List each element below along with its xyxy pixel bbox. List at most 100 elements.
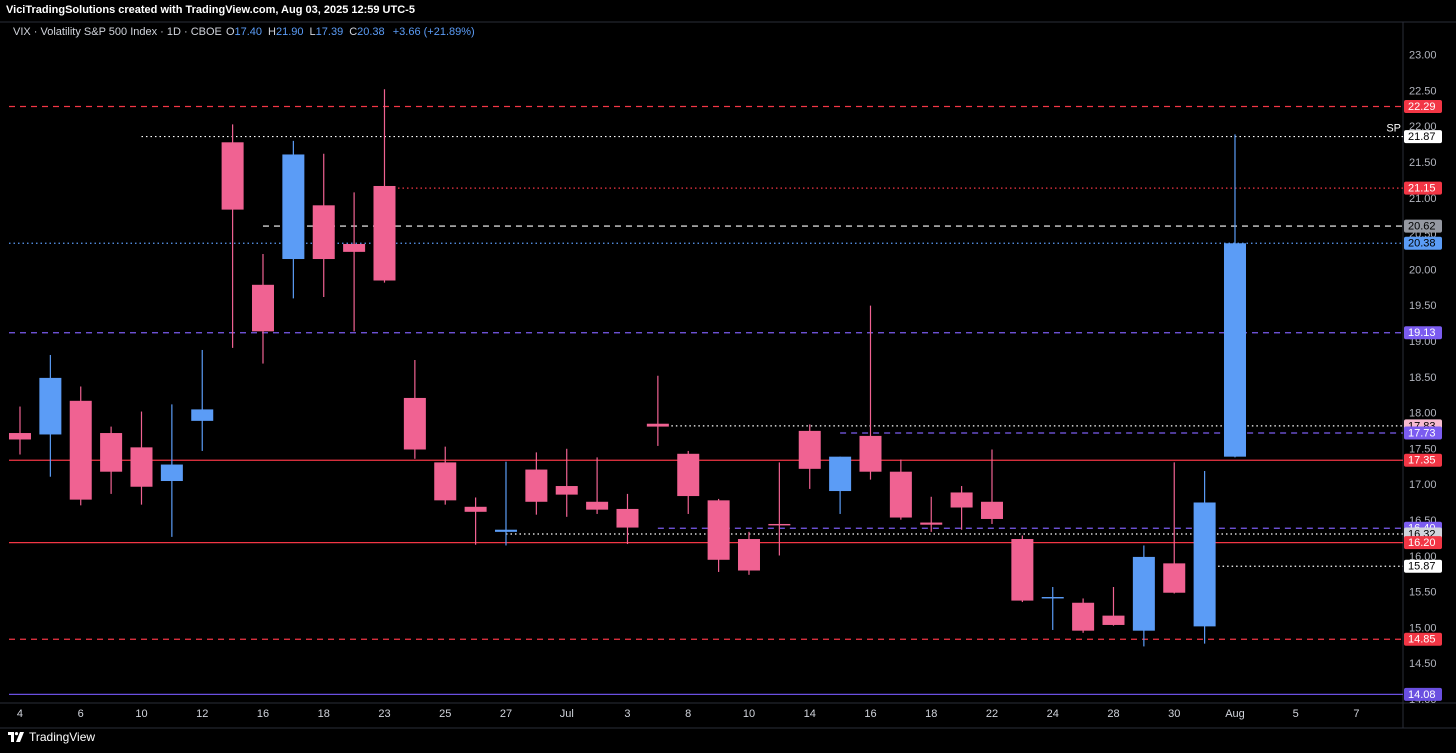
- candle-body: [434, 462, 457, 501]
- candle-body: [403, 397, 426, 450]
- price-label-bg: [1404, 130, 1442, 144]
- price-label-bg: [1404, 536, 1442, 550]
- price-label-bg: [1404, 559, 1442, 573]
- x-tick-label: 27: [500, 708, 512, 720]
- x-tick-label: 4: [17, 708, 23, 720]
- candle-body: [1132, 556, 1155, 631]
- x-tick-label: 25: [439, 708, 451, 720]
- footer: TradingView: [8, 730, 95, 744]
- y-tick-label: 14.50: [1409, 658, 1437, 670]
- legend-value: 17.39: [315, 26, 344, 38]
- change: +3.66 (+21.89%): [392, 26, 475, 38]
- x-tick-label: 5: [1293, 708, 1299, 720]
- level-note: SP: [1386, 122, 1401, 134]
- candle-body: [950, 492, 973, 508]
- candle-body: [1223, 243, 1246, 457]
- y-tick-label: 19.50: [1409, 300, 1437, 312]
- levels: [9, 105, 1403, 696]
- legend-key: L: [309, 26, 316, 38]
- price-label-bg: [1404, 453, 1442, 467]
- candle-body: [494, 529, 517, 532]
- legend-value: 17.40: [234, 26, 263, 38]
- candle-body: [677, 453, 700, 497]
- top-bar-text: ViciTradingSolutions created with Tradin…: [6, 4, 415, 16]
- candle-body: [221, 142, 244, 210]
- brand: TradingView: [29, 730, 96, 744]
- price-label: 22.29: [1408, 101, 1436, 113]
- candle-body: [980, 501, 1003, 519]
- candle-body: [1193, 502, 1216, 627]
- candle-body: [100, 433, 123, 472]
- legend-key: C: [349, 26, 358, 38]
- x-tick-label: Jul: [560, 708, 574, 720]
- candle-body: [130, 447, 153, 487]
- price-label-bg: [1404, 99, 1442, 113]
- price-label: 21.87: [1408, 131, 1436, 143]
- candle-body: [646, 423, 669, 427]
- candle-body: [373, 185, 396, 281]
- candle-body: [616, 508, 639, 528]
- y-tick-label: 17.50: [1409, 443, 1437, 455]
- y-tick-label: 23.00: [1409, 50, 1437, 62]
- x-tick-label: 14: [804, 708, 816, 720]
- x-tick-label: Aug: [1225, 708, 1245, 720]
- price-label-bg: [1404, 687, 1442, 701]
- legend: VIX · Volatility S&P 500 Index · 1D · CB…: [13, 26, 480, 38]
- price-label-bg: [1404, 219, 1442, 233]
- candle-body: [829, 456, 852, 492]
- y-tick-label: 20.00: [1409, 264, 1437, 276]
- x-tick-label: 10: [135, 708, 147, 720]
- candles: [8, 89, 1246, 647]
- price-label: 21.15: [1408, 183, 1436, 195]
- x-tick-label: 18: [318, 708, 330, 720]
- candle-body: [160, 464, 183, 482]
- price-label: 17.35: [1408, 455, 1436, 467]
- candle-body: [1072, 602, 1095, 631]
- x-tick-label: 28: [1107, 708, 1119, 720]
- price-label: 15.87: [1408, 561, 1436, 573]
- x-tick-label: 30: [1168, 708, 1180, 720]
- y-tick-label: 21.50: [1409, 157, 1437, 169]
- price-label: 17.73: [1408, 427, 1436, 439]
- legend-key: H: [268, 26, 276, 38]
- candle-body: [312, 205, 335, 260]
- x-tick-label: 8: [685, 708, 691, 720]
- candle-body: [920, 522, 943, 525]
- candle-body: [39, 377, 62, 435]
- candle-body: [1163, 563, 1186, 593]
- price-labels: 22.2921.87SP21.1520.6220.3819.1317.8317.…: [1386, 99, 1442, 701]
- legend-key: O: [225, 26, 235, 38]
- candle-body: [1041, 597, 1064, 599]
- y-tick-label: 18.00: [1409, 408, 1437, 420]
- x-tick-label: 10: [743, 708, 755, 720]
- legend-value: 21.90: [276, 26, 304, 38]
- candle-body: [191, 409, 214, 421]
- price-label: 20.62: [1408, 220, 1436, 232]
- x-tick-label: 16: [864, 708, 876, 720]
- price-label-bg: [1404, 632, 1442, 646]
- price-label-bg: [1404, 426, 1442, 440]
- candle-body: [525, 469, 548, 502]
- x-tick-label: 6: [78, 708, 84, 720]
- candle-body: [1011, 539, 1034, 601]
- candle-body: [707, 500, 730, 560]
- candle-body: [282, 154, 305, 260]
- price-label-bg: [1404, 236, 1442, 250]
- x-tick-label: 12: [196, 708, 208, 720]
- candle-body: [343, 243, 366, 252]
- price-label: 16.20: [1408, 537, 1436, 549]
- candle-body: [8, 433, 31, 440]
- x-tick-label: 24: [1047, 708, 1059, 720]
- x-tick-label: 22: [986, 708, 998, 720]
- candle-body: [889, 471, 912, 518]
- candle-body: [555, 486, 578, 495]
- price-label: 14.08: [1408, 689, 1436, 701]
- y-tick-label: 22.50: [1409, 85, 1437, 97]
- x-tick-label: 16: [257, 708, 269, 720]
- x-tick-label: 7: [1353, 708, 1359, 720]
- candle-body: [737, 539, 760, 571]
- x-tick-label: 18: [925, 708, 937, 720]
- candle-body: [798, 430, 821, 469]
- price-label: 19.13: [1408, 327, 1436, 339]
